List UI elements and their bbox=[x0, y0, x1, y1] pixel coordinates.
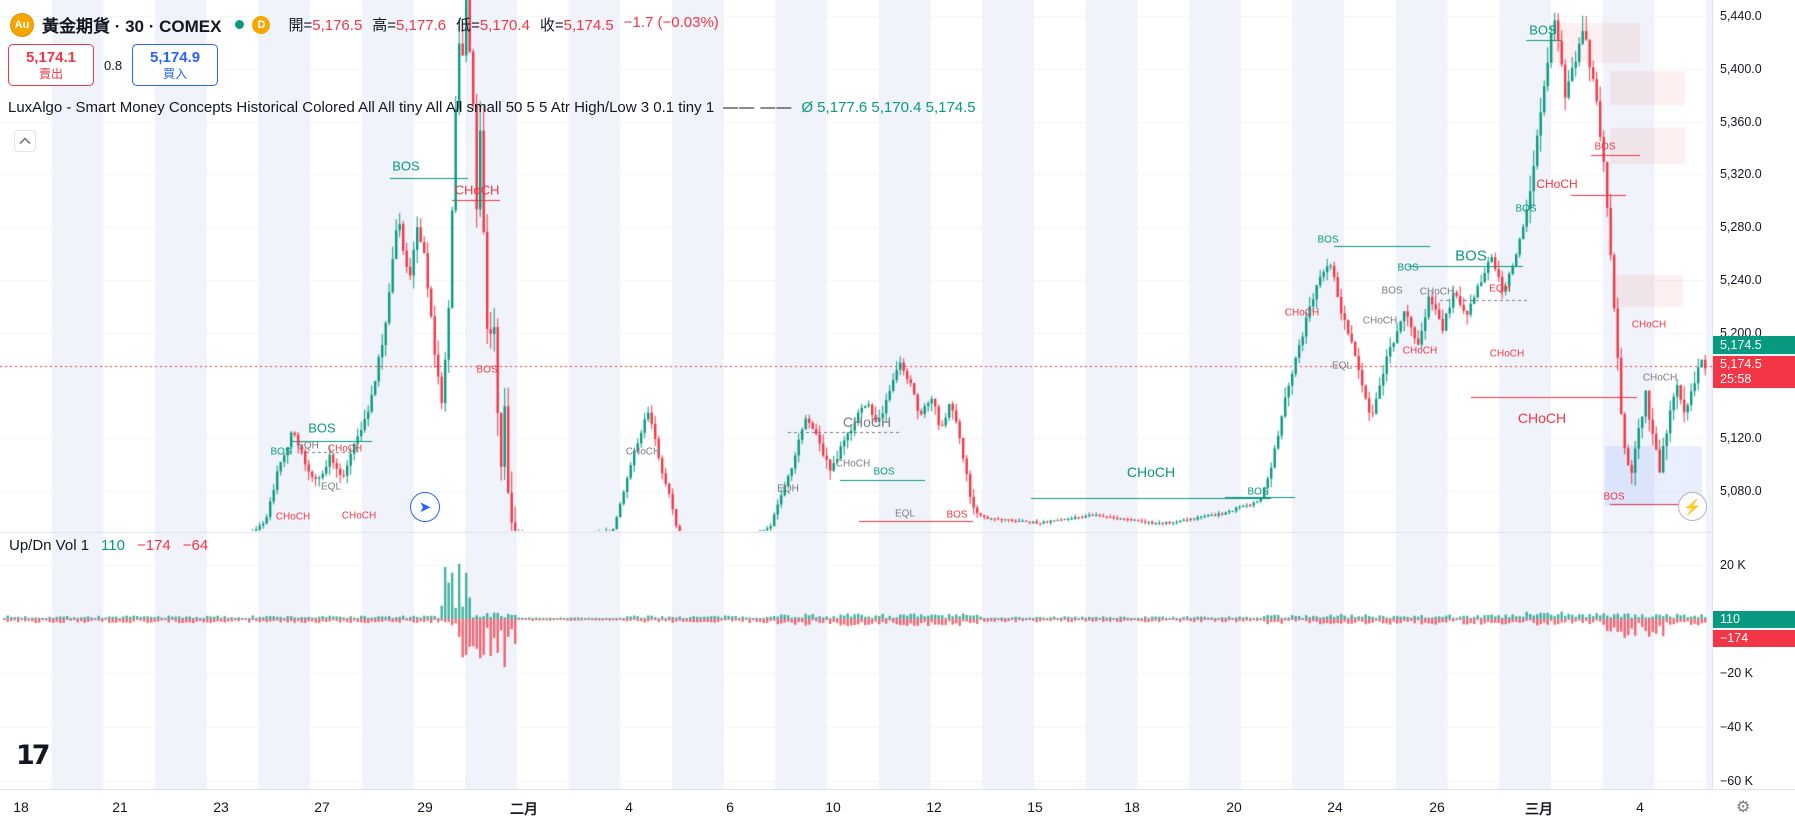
last-price-tag: 5,174.5 25:58 bbox=[1713, 356, 1795, 388]
tradingview-logo[interactable]: 17 bbox=[16, 740, 51, 771]
volume-indicator-title: Up/Dn Vol 1 bbox=[9, 537, 90, 554]
indicator-name: LuxAlgo - Smart Money Concepts Historica… bbox=[8, 99, 715, 116]
volume-down-tag: −174 bbox=[1713, 630, 1795, 647]
sell-button[interactable]: 5,174.1 賣出 bbox=[8, 44, 94, 86]
time-tick-label: 4 bbox=[625, 799, 633, 815]
instant-trading-bolt-icon[interactable]: ⚡ bbox=[1678, 492, 1707, 521]
time-tick-label: 10 bbox=[825, 799, 841, 815]
time-tick-label: 二月 bbox=[510, 801, 538, 817]
time-tick-label: 26 bbox=[1429, 799, 1445, 815]
sell-label: 賣出 bbox=[38, 66, 63, 81]
open-value: 5,176.5 bbox=[312, 17, 363, 34]
indicator-line-preview: —— —— bbox=[723, 99, 793, 116]
price-tick-label: 5,360.0 bbox=[1720, 115, 1762, 129]
time-tick-label: 15 bbox=[1027, 799, 1043, 815]
time-tick-label: 18 bbox=[1124, 799, 1140, 815]
price-chart-canvas[interactable] bbox=[0, 0, 1712, 789]
buy-label: 買入 bbox=[163, 66, 188, 81]
symbol-logo: Au bbox=[10, 12, 34, 37]
interval-badge[interactable]: D bbox=[252, 15, 271, 34]
volume-up-tag: 110 bbox=[1713, 611, 1795, 628]
ohlc-readout: 開=5,176.5 高=5,177.6 低=5,170.4 收=5,174.5 … bbox=[288, 14, 718, 35]
volume-up-value: 110 bbox=[101, 537, 125, 554]
low-label: 低= bbox=[456, 17, 480, 34]
bar-countdown: 25:58 bbox=[1720, 372, 1752, 386]
time-tick-label: 29 bbox=[417, 799, 433, 815]
legend-collapse-button[interactable] bbox=[14, 130, 36, 152]
market-status-dot-icon bbox=[235, 20, 245, 29]
gear-icon[interactable]: ⚙ bbox=[1736, 799, 1751, 816]
high-value: 5,177.6 bbox=[396, 17, 447, 34]
ask-price-tag: 5,174.5 bbox=[1713, 336, 1795, 354]
time-tick-label: 12 bbox=[926, 799, 942, 815]
time-tick-label: 21 bbox=[112, 799, 128, 815]
sell-price: 5,174.1 bbox=[25, 48, 77, 66]
chart-legend-header: Au 黃金期貨 · 30 · COMEX D 開=5,176.5 高=5,177… bbox=[10, 12, 719, 37]
time-tick-label: 24 bbox=[1327, 799, 1343, 815]
price-tick-label: 5,440.0 bbox=[1720, 9, 1762, 23]
chevron-up-icon bbox=[19, 137, 31, 145]
time-tick-label: 三月 bbox=[1525, 801, 1553, 817]
buy-button[interactable]: 5,174.9 買入 bbox=[132, 44, 219, 86]
last-price-value: 5,174.5 bbox=[1720, 357, 1762, 371]
volume-tick-label: −20 K bbox=[1720, 666, 1754, 680]
price-tick-label: 5,320.0 bbox=[1720, 167, 1762, 181]
volume-tick-label: 20 K bbox=[1720, 558, 1746, 572]
close-value: 5,174.5 bbox=[563, 17, 614, 34]
time-tick-label: 23 bbox=[213, 799, 229, 815]
volume-down-value: −174 bbox=[136, 537, 171, 554]
high-label: 高= bbox=[372, 17, 397, 34]
volume-indicator-legend[interactable]: Up/Dn Vol 1 110 −174 −64 bbox=[9, 537, 208, 554]
price-tick-label: 5,400.0 bbox=[1720, 62, 1762, 76]
indicator-values: Ø 5,177.6 5,170.4 5,174.5 bbox=[801, 99, 976, 116]
change-value: −1.7 (−0.03%) bbox=[623, 14, 719, 31]
price-tick-label: 5,280.0 bbox=[1720, 220, 1762, 234]
time-tick-label: 18 bbox=[13, 799, 29, 815]
open-label: 開= bbox=[288, 17, 313, 34]
trade-panel: 5,174.1 賣出 0.8 5,174.9 買入 bbox=[8, 44, 219, 86]
time-tick-label: 20 bbox=[1226, 799, 1242, 815]
price-tick-label: 5,080.0 bbox=[1720, 484, 1762, 498]
time-tick-label: 27 bbox=[314, 799, 330, 815]
volume-tick-label: −40 K bbox=[1720, 720, 1754, 734]
indicator-legend[interactable]: LuxAlgo - Smart Money Concepts Historica… bbox=[8, 99, 976, 116]
time-axis[interactable]: 18 21 23 27 29 二月 4 6 10 12 15 18 20 24 26 三月 4 ⚙ bbox=[0, 789, 1795, 827]
close-label: 收= bbox=[539, 17, 564, 34]
spread-value: 0.8 bbox=[104, 57, 123, 73]
volume-tick-label: −60 K bbox=[1720, 774, 1754, 788]
volume-net-value: −64 bbox=[182, 537, 209, 554]
price-tick-label: 5,120.0 bbox=[1720, 431, 1762, 445]
time-tick-label: 4 bbox=[1636, 799, 1644, 815]
price-tick-label: 5,240.0 bbox=[1720, 273, 1762, 287]
price-axis[interactable]: 5,440.0 5,400.0 5,360.0 5,320.0 5,280.0 5,240… bbox=[1712, 0, 1795, 789]
buy-price: 5,174.9 bbox=[150, 48, 201, 66]
low-value: 5,170.4 bbox=[479, 17, 530, 34]
symbol-title[interactable]: 黃金期貨 · 30 · COMEX bbox=[42, 17, 222, 36]
time-tick-label: 6 bbox=[726, 799, 734, 815]
marker-arrow-icon[interactable]: ➤ bbox=[410, 492, 440, 522]
